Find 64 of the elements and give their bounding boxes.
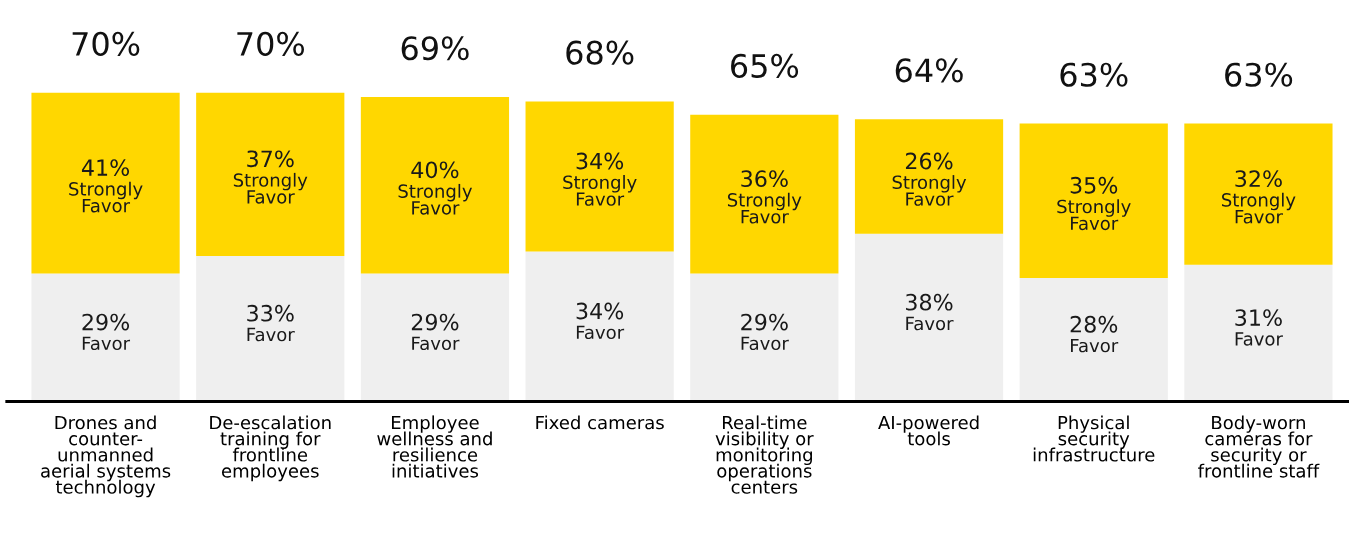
bar — [1019, 277, 1168, 402]
data-label: 35% — [1070, 176, 1118, 194]
data-label: 26% — [905, 152, 953, 170]
text: Strongly Favor — [1057, 199, 1131, 231]
total-label: 63% — [1060, 62, 1128, 87]
series-label: Strongly Favor — [892, 175, 967, 206]
text: Favor — [1235, 332, 1283, 346]
bar — [196, 255, 345, 402]
data-label: 40% — [411, 161, 459, 179]
total-label: 70% — [237, 31, 304, 56]
data-label: 34% — [576, 302, 624, 320]
total-label: 64% — [895, 58, 963, 83]
bar — [360, 273, 510, 402]
total-label: 68% — [566, 40, 634, 65]
data-label: 29% — [741, 313, 788, 331]
bar — [525, 251, 674, 402]
x-tick-label: Body-worn cameras for security or frontline staff — [1198, 415, 1320, 478]
bar — [854, 233, 1004, 402]
x-tick-label: AI-powered tools — [878, 415, 979, 446]
text: Strongly Favor — [233, 172, 308, 204]
text: Favor — [82, 336, 131, 351]
data-label: 34% — [576, 152, 624, 170]
text: Favor — [247, 327, 295, 342]
data-label: 41% — [81, 159, 130, 177]
data-label: 38% — [906, 293, 953, 311]
data-label: 33% — [247, 304, 294, 322]
x-tick-label: De-escalation training for frontline employees — [210, 415, 331, 482]
text: Favor — [412, 336, 460, 351]
x-tick-label: Employee wellness and resilience initiatives — [377, 415, 492, 478]
data-label: 36% — [741, 170, 788, 188]
data-label: 31% — [1235, 309, 1282, 327]
bar — [360, 97, 510, 274]
bar — [1019, 123, 1168, 278]
data-label: 32% — [1235, 170, 1282, 188]
series-label: Favor — [1071, 338, 1119, 353]
x-tick-label: Drones and counter- unmanned aerial systems technology — [41, 415, 171, 498]
text: Strongly Favor — [69, 181, 143, 213]
bar — [1184, 123, 1333, 265]
text: Strongly Favor — [1222, 192, 1296, 224]
total-label: 63% — [1225, 62, 1293, 87]
x-tick-label: Physical security infrastructure — [1033, 415, 1155, 462]
bar — [1184, 264, 1333, 402]
bar — [690, 114, 839, 274]
bar — [31, 92, 180, 274]
data-label: 29% — [411, 313, 459, 331]
bar — [854, 119, 1004, 234]
text: Strongly Favor — [398, 183, 473, 215]
x-tick-label: Real-time visibility or monitoring operations centers — [715, 415, 814, 494]
data-label: 37% — [247, 150, 294, 168]
data-label: 29% — [82, 313, 130, 331]
data-label: 28% — [1070, 315, 1118, 333]
text: Strongly Favor — [727, 192, 802, 224]
bar — [196, 92, 345, 256]
text: Favor — [906, 316, 954, 331]
x-tick-label: Fixed cameras — [536, 415, 664, 430]
total-label: 70% — [72, 31, 140, 56]
total-label: 69% — [401, 36, 469, 61]
bar — [690, 273, 839, 402]
bar — [525, 101, 674, 252]
text: Favor — [576, 325, 625, 340]
text: Favor — [741, 336, 789, 351]
bar — [31, 273, 180, 402]
text: Strongly Favor — [563, 175, 637, 206]
total-label: 65% — [731, 53, 799, 78]
